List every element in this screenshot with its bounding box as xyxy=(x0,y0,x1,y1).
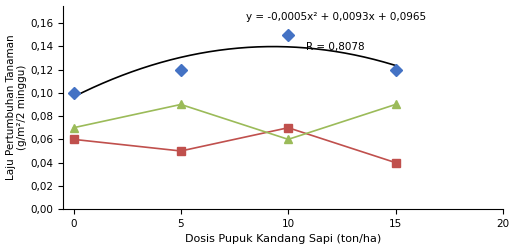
Y-axis label: Laju Pertumbuhan Tanaman
(g/m²/2 minggu): Laju Pertumbuhan Tanaman (g/m²/2 minggu) xyxy=(6,34,27,180)
X-axis label: Dosis Pupuk Kandang Sapi (ton/ha): Dosis Pupuk Kandang Sapi (ton/ha) xyxy=(185,234,381,244)
Text: y = -0,0005x² + 0,0093x + 0,0965: y = -0,0005x² + 0,0093x + 0,0965 xyxy=(246,12,426,22)
Text: R = 0,8078: R = 0,8078 xyxy=(306,42,365,52)
